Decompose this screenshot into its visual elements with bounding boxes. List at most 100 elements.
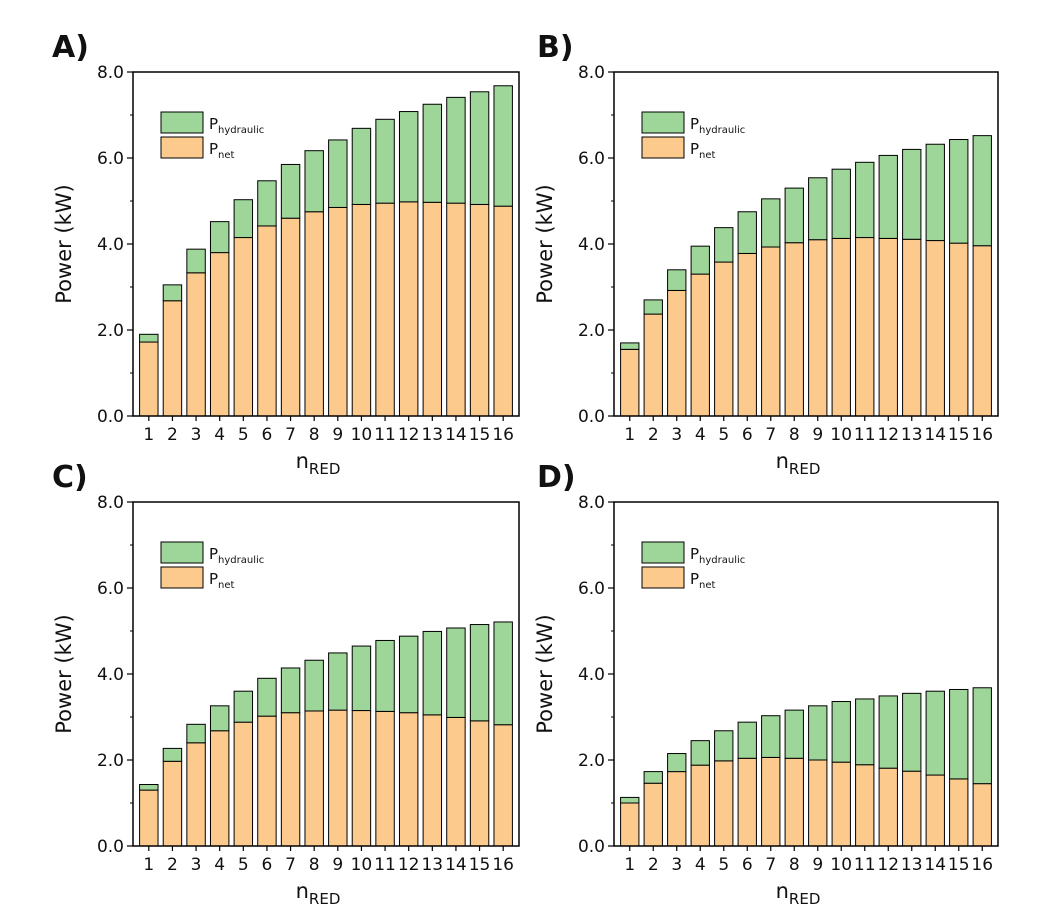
y-tick-label: 6.0	[97, 579, 124, 599]
bar-hydraulic-1	[620, 796, 640, 804]
y-tick-label: 6.0	[578, 579, 605, 599]
bar-net-1	[620, 802, 640, 847]
bar-hydraulic-1	[139, 333, 159, 343]
bar-net-12	[398, 201, 419, 417]
bar-net-14	[446, 716, 466, 847]
bar-hydraulic-3	[667, 753, 687, 773]
bar-hydraulic-13	[422, 630, 443, 716]
x-axis-title: nRED	[776, 449, 821, 478]
x-tick-label: 8	[789, 855, 800, 875]
bar-hydraulic-13	[902, 148, 922, 240]
x-tick-label: 12	[877, 425, 899, 445]
chart-panel-2: B)1 2 3 4 5 6 7 8 9 10 11 12 13 14 15 160.02.04.06.08.0…	[533, 30, 999, 478]
legend-label-hydraulic: Phydraulic	[690, 115, 745, 136]
x-tick-label: 9	[812, 855, 823, 875]
bar-net-6	[737, 252, 757, 417]
y-axis-title: Power (kW)	[533, 614, 557, 733]
x-axis-title: nRED	[296, 879, 341, 908]
bar-net-5	[233, 237, 254, 417]
x-tick-label: 11	[854, 425, 876, 445]
bar-net-13	[902, 238, 922, 417]
x-tick-label: 7	[765, 425, 776, 445]
bar-net-9	[328, 206, 348, 417]
bar-net-5	[714, 760, 734, 847]
bar-net-9	[808, 239, 828, 417]
y-tick-label: 8.0	[97, 493, 124, 513]
bar-hydraulic-16	[493, 621, 513, 726]
x-tick-label: 3	[191, 855, 202, 875]
bar-net-9	[808, 759, 828, 847]
x-tick-label: 8	[789, 425, 800, 445]
x-tick-label: 2	[167, 855, 178, 875]
x-tick-label: 15	[948, 855, 970, 875]
bar-net-11	[855, 237, 875, 417]
x-tick-label: 13	[421, 425, 443, 445]
x-tick-label: 13	[421, 855, 443, 875]
x-tick-label: 4	[695, 425, 706, 445]
panel-label: D)	[537, 460, 576, 495]
legend-label-net: Pnet	[690, 140, 716, 161]
bar-hydraulic-7	[761, 198, 781, 248]
x-axis-title: nRED	[776, 879, 821, 908]
bar-net-6	[257, 715, 277, 847]
bar-hydraulic-14	[446, 96, 466, 204]
chart-panel-3: C)1 2 3 4 5 6 7 8 9 10 11 12 13 14 15 160.02.04.06.08.0…	[52, 460, 520, 908]
bar-net-12	[878, 767, 898, 847]
bar-hydraulic-10	[831, 701, 851, 763]
x-tick-label: 14	[445, 425, 467, 445]
bar-net-3	[186, 272, 206, 417]
bar-hydraulic-5	[714, 227, 734, 263]
bar-net-12	[398, 712, 419, 847]
bar-net-5	[233, 721, 254, 847]
bar-hydraulic-6	[737, 211, 757, 254]
bar-hydraulic-9	[328, 652, 348, 711]
x-tick-label: 4	[214, 855, 225, 875]
x-tick-label: 12	[877, 855, 899, 875]
x-tick-label: 8	[309, 855, 320, 875]
x-tick-label: 15	[469, 855, 491, 875]
x-tick-label: 16	[492, 425, 514, 445]
x-tick-label: 10	[351, 855, 373, 875]
x-tick-label: 16	[971, 855, 993, 875]
bar-hydraulic-13	[902, 692, 922, 772]
bar-hydraulic-4	[690, 245, 710, 275]
bar-net-6	[737, 757, 757, 847]
bar-net-1	[620, 348, 640, 417]
bar-hydraulic-15	[469, 91, 490, 205]
bar-hydraulic-5	[233, 199, 254, 239]
y-tick-label: 8.0	[578, 493, 605, 513]
bar-net-4	[209, 730, 230, 847]
bar-hydraulic-9	[808, 177, 828, 241]
bar-net-2	[643, 782, 663, 847]
x-tick-label: 3	[191, 425, 202, 445]
y-tick-label: 8.0	[97, 63, 124, 83]
legend-label-hydraulic: Phydraulic	[690, 545, 745, 566]
x-tick-label: 14	[924, 425, 946, 445]
bar-net-10	[351, 710, 372, 847]
bar-hydraulic-14	[925, 143, 945, 242]
chart-panel-1: A)1 2 3 4 5 6 7 8 9 10 11 12 13 14 15 160.02.04.06.08.0…	[52, 30, 520, 478]
y-tick-label: 2.0	[97, 321, 124, 341]
bar-hydraulic-12	[878, 695, 898, 769]
y-tick-label: 0.0	[97, 837, 124, 857]
bar-hydraulic-2	[162, 284, 183, 302]
x-tick-label: 5	[238, 855, 249, 875]
y-tick-label: 6.0	[97, 149, 124, 169]
bar-hydraulic-15	[469, 624, 490, 722]
x-tick-label: 15	[469, 425, 491, 445]
x-tick-label: 11	[374, 855, 396, 875]
y-tick-label: 8.0	[578, 63, 605, 83]
y-tick-label: 0.0	[97, 407, 124, 427]
x-tick-label: 13	[901, 855, 923, 875]
y-axis-title: Power (kW)	[533, 184, 557, 303]
bar-net-9	[328, 709, 348, 847]
legend-label-hydraulic: Phydraulic	[209, 545, 264, 566]
bar-net-8	[784, 757, 804, 847]
x-tick-label: 6	[262, 855, 273, 875]
x-tick-label: 4	[695, 855, 706, 875]
x-tick-label: 9	[332, 425, 343, 445]
bar-hydraulic-5	[714, 730, 734, 762]
bar-hydraulic-15	[949, 139, 969, 244]
panel-label: B)	[537, 30, 574, 65]
bar-hydraulic-9	[808, 705, 828, 761]
